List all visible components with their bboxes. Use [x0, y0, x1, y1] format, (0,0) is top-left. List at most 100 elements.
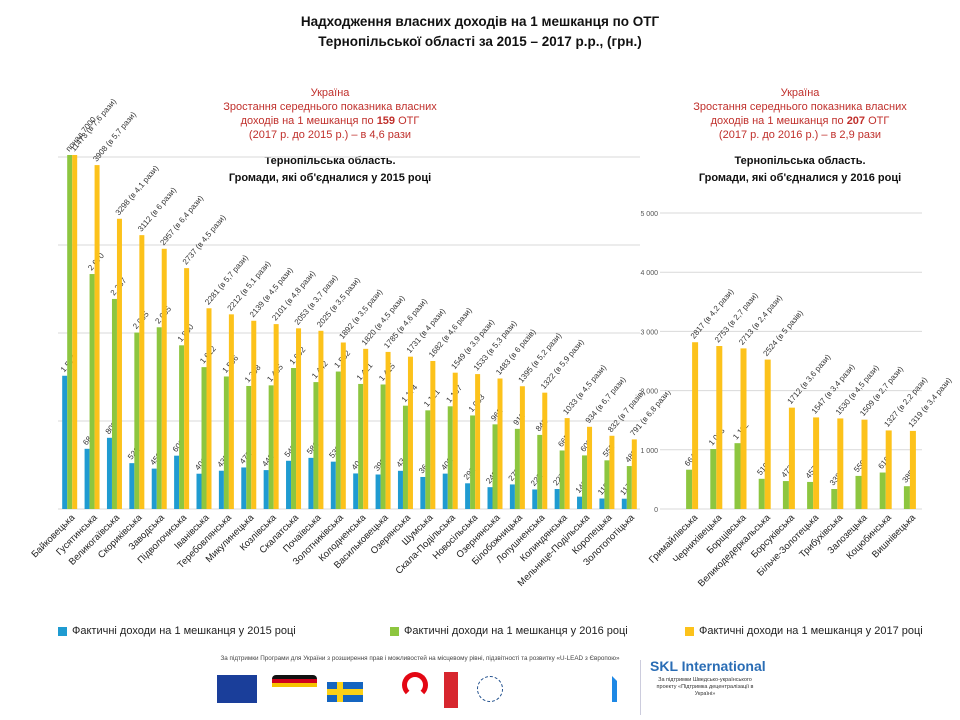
bar-2015: [151, 468, 157, 509]
bar-2015: [308, 457, 314, 509]
bar-2016: [758, 478, 765, 509]
bar-2017: [385, 351, 391, 509]
bar-2015: [465, 483, 471, 509]
bar-2016: [514, 428, 520, 509]
note-country: Україна: [310, 87, 350, 99]
bar-2017: [609, 435, 615, 509]
bar-2015: [554, 489, 560, 509]
bar-2016: [604, 460, 610, 509]
bar-2015: [577, 496, 583, 509]
bar-2017: [184, 268, 190, 509]
bar-2016: [111, 298, 117, 509]
bar-2016: [425, 410, 431, 509]
bar-2015: [174, 455, 180, 509]
bar-2016: [291, 368, 297, 509]
bar-2016: [268, 385, 274, 509]
bar-2017: [631, 439, 637, 509]
bar-2016: [903, 486, 910, 509]
chart-title: Надходження власних доходів на 1 мешканц…: [0, 12, 960, 52]
bar-2016: [470, 415, 476, 509]
bar-2015: [196, 473, 202, 509]
bar-2016: [179, 345, 185, 509]
footer-support-text: За підтримки Програми для України з розш…: [220, 655, 620, 662]
bar-2017: [340, 342, 346, 509]
legend-item-2017: Фактичні доходи на 1 мешканця у 2017 роц…: [685, 625, 923, 637]
bar-2016: [710, 449, 717, 509]
bar-2017: [885, 430, 892, 509]
bar-2016: [223, 376, 229, 509]
bar-2016: [380, 384, 386, 509]
bar-2015: [106, 437, 112, 509]
bar-2017: [564, 418, 570, 509]
data-label: 1319 (в 3,4 рази): [907, 376, 954, 430]
bar-2015: [509, 484, 515, 509]
right-subtitle: Тернопільська область. Громади, які об'є…: [698, 155, 902, 184]
bar-2016: [831, 488, 838, 509]
bar-2017: [296, 328, 302, 509]
note-line: доходів на 1 мешканця по 207 ОТГ: [710, 115, 890, 127]
denmark-logo: [444, 672, 458, 708]
bar-2015: [420, 476, 426, 509]
left-note: Україна Зростання середнього показника в…: [200, 86, 460, 142]
legend-label: Фактичні доходи на 1 мешканця у 2017 роц…: [699, 625, 923, 637]
bar-2015: [241, 467, 247, 509]
note-line: (2017 р. до 2015 р.) – в 4,6 рази: [248, 129, 412, 141]
bar-2017: [161, 248, 167, 509]
bar-2017: [519, 386, 525, 509]
note-line: (2017 р. до 2016 р.) – в 2,9 рази: [718, 129, 882, 141]
left-subtitle: Тернопільська область. Громади, які об'є…: [228, 155, 432, 184]
bar-2015: [532, 489, 538, 509]
bar-2017: [452, 372, 458, 509]
bar-2016: [492, 424, 498, 509]
data-label: 609: [579, 437, 595, 453]
bar-2017: [116, 218, 122, 509]
bar-2016: [879, 472, 886, 509]
bar-2017: [363, 348, 369, 509]
legend-swatch: [58, 626, 67, 636]
sweden-logo: [327, 682, 363, 702]
bar-2015: [263, 470, 269, 509]
polish-aid-logo: [402, 672, 428, 698]
bar-2015: [330, 461, 336, 509]
bar-2016: [807, 481, 814, 509]
data-label: 1533 (в 5,3 рази): [472, 319, 519, 373]
title-line-1: Надходження власних доходів на 1 мешканц…: [300, 14, 660, 29]
bar-2015: [487, 487, 493, 509]
legend-item-2015: Фактичні доходи на 1 мешканця у 2015 роц…: [58, 625, 296, 637]
legend-label: Фактичні доходи на 1 мешканця у 2015 роц…: [72, 625, 296, 637]
bar-2015: [621, 498, 627, 509]
note-line: доходів на 1 мешканця по 159 ОТГ: [240, 115, 420, 127]
bar-2016: [67, 155, 73, 509]
y-tick-label: 3 000: [640, 329, 658, 336]
estonia-logo: [477, 676, 503, 702]
eu-flag-logo: [217, 675, 257, 703]
skl-international-logo: SKL International: [650, 658, 766, 674]
data-label: 488: [623, 448, 639, 464]
bar-2016: [201, 367, 207, 509]
bar-2017: [407, 356, 413, 509]
data-label: 962: [489, 406, 505, 422]
bar-2017: [206, 308, 212, 509]
bar-2017: [813, 417, 820, 509]
bar-2016: [626, 466, 632, 509]
bar-2016: [402, 405, 408, 509]
bar-2016: [246, 385, 252, 509]
legend-swatch: [390, 626, 399, 636]
y-tick-label: 1 000: [640, 448, 658, 455]
right-note: Україна Зростання середнього показника в…: [665, 86, 935, 142]
note-country: Україна: [780, 87, 820, 99]
data-label: 842: [534, 417, 550, 433]
bar-2016: [335, 371, 341, 509]
bar-2017: [692, 342, 699, 509]
bar-2017: [861, 419, 868, 509]
bar-2015: [397, 470, 403, 509]
bar-2017: [139, 235, 145, 510]
bar-2016: [313, 382, 319, 509]
note-line: Зростання середнього показника власних: [693, 101, 907, 113]
bar-2016: [734, 443, 741, 509]
bar-2015: [286, 460, 292, 509]
bar-2017: [94, 165, 100, 509]
bar-2017: [430, 360, 436, 509]
bar-2017: [318, 330, 324, 509]
